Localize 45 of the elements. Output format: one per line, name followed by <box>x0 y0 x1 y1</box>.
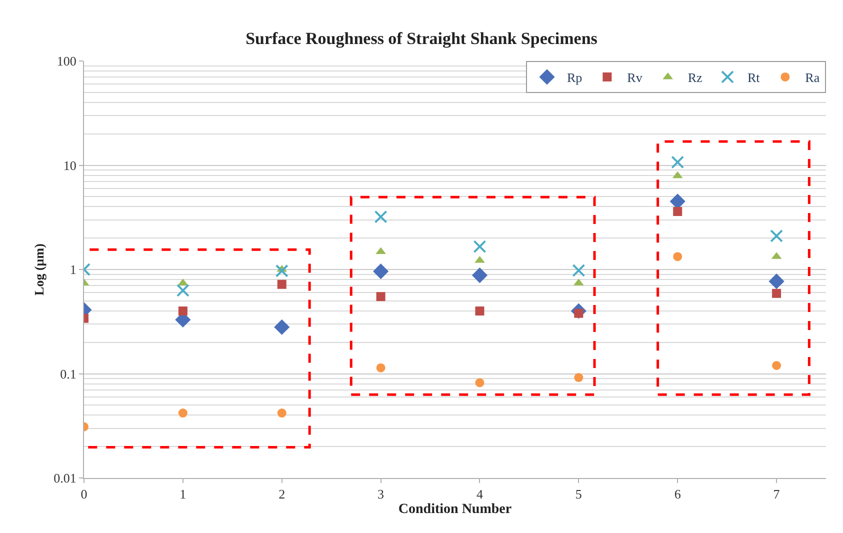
point <box>374 210 388 224</box>
point <box>472 267 488 284</box>
x-tick-label: 0 <box>80 486 88 502</box>
point <box>572 264 586 277</box>
point <box>473 240 486 254</box>
chart-title: Surface Roughness of Straight Shank Specimens <box>246 28 598 48</box>
x-tick-label: 7 <box>773 486 780 502</box>
x-tick-label: 4 <box>476 486 484 502</box>
point <box>574 373 584 382</box>
point <box>373 264 389 280</box>
point <box>673 252 682 262</box>
legend-label: Rt <box>748 70 760 86</box>
y-tick-label: 0.1 <box>60 366 76 382</box>
point <box>277 280 286 289</box>
point <box>768 274 784 290</box>
legend-label: Rv <box>627 70 643 86</box>
y-tick-label: 0.01 <box>54 470 76 486</box>
point <box>274 319 290 335</box>
point <box>376 292 386 302</box>
legend-label: Rp <box>567 70 582 86</box>
legend-label: Ra <box>805 70 820 86</box>
point <box>770 229 784 242</box>
x-tick-label: 1 <box>180 486 186 502</box>
point <box>671 156 684 169</box>
point <box>176 284 190 297</box>
x-tick-label: 2 <box>278 486 286 502</box>
y-axis-title: Log (µm) <box>32 244 47 296</box>
point <box>673 207 682 216</box>
y-tick-label: 10 <box>63 158 76 173</box>
point <box>772 361 782 370</box>
x-tick-label: 5 <box>575 486 582 502</box>
point <box>178 306 188 316</box>
x-axis-title: Condition Number <box>398 502 512 517</box>
point <box>475 306 484 316</box>
x-tick-label: 3 <box>378 486 384 502</box>
legend-label: Rz <box>688 70 703 86</box>
y-tick-label: 1 <box>70 262 76 278</box>
y-tick-label: 100 <box>56 54 76 69</box>
point <box>475 378 484 388</box>
point <box>772 288 782 298</box>
point <box>376 363 386 372</box>
point <box>275 264 288 278</box>
x-tick-label: 6 <box>674 486 682 502</box>
point <box>277 408 286 418</box>
point <box>178 408 188 418</box>
